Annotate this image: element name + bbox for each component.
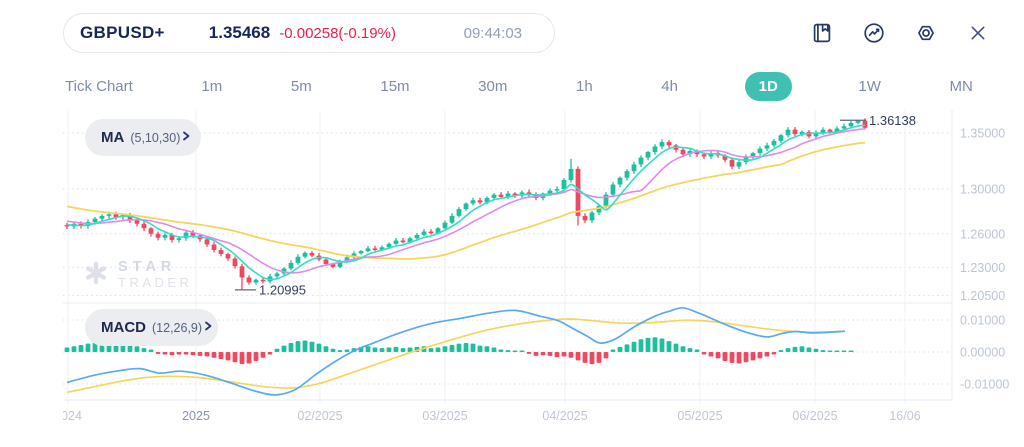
svg-text:16/06: 16/06 <box>889 409 920 423</box>
svg-text:1.23000: 1.23000 <box>960 261 1005 275</box>
tab-tick-chart[interactable]: Tick Chart <box>65 77 133 95</box>
tab-1d[interactable]: 1D <box>744 71 792 101</box>
svg-text:1.26000: 1.26000 <box>960 227 1005 241</box>
bookmark-save-icon <box>810 21 834 45</box>
svg-text:0.01000: 0.01000 <box>960 314 1005 328</box>
gear-icon <box>914 21 938 45</box>
svg-text:0.00000: 0.00000 <box>960 346 1005 360</box>
svg-text:1.35000: 1.35000 <box>960 127 1005 141</box>
svg-text:-0.01000: -0.01000 <box>960 378 1009 392</box>
watermark: STAR TRADER <box>83 259 193 291</box>
trend-circle-icon <box>862 21 886 45</box>
quote-time: 09:44:03 <box>463 24 522 42</box>
svg-text:2025: 2025 <box>182 409 210 423</box>
tab-mn[interactable]: MN <box>949 77 973 95</box>
svg-text:06/2025: 06/2025 <box>792 409 837 423</box>
ma-lines <box>66 124 866 281</box>
svg-text:05/2025: 05/2025 <box>677 409 722 423</box>
tab-15m[interactable]: 15m <box>380 77 410 95</box>
ma-indicator-button[interactable]: MA (5,10,30) <box>85 119 201 156</box>
close-icon <box>966 21 990 45</box>
header-toolbar <box>810 21 990 45</box>
candles <box>64 118 868 290</box>
price-change: -0.00258(-0.19%) <box>279 24 396 42</box>
macd-lines <box>66 306 846 396</box>
indicators-button[interactable] <box>862 21 886 45</box>
macd-params: (12,26,9) <box>152 320 203 335</box>
time-axis-labels: 2024 2025 02/2025 03/2025 04/2025 05/2025 06/2… <box>54 409 921 423</box>
svg-text:03/2025: 03/2025 <box>422 409 467 423</box>
svg-text:1.20995: 1.20995 <box>259 282 306 297</box>
save-template-button[interactable] <box>810 21 834 45</box>
close-button[interactable] <box>966 21 990 45</box>
timeframe-tabs: Tick Chart 1m 5m 15m 30m 1h 4h 1D 1W MN <box>63 70 975 102</box>
tab-30m[interactable]: 30m <box>478 77 508 95</box>
tab-5m[interactable]: 5m <box>290 77 312 95</box>
current-price: 1.35468 <box>208 23 271 42</box>
chevron-right-icon <box>202 320 214 335</box>
chevron-right-icon <box>180 130 192 145</box>
tab-4h[interactable]: 4h <box>661 77 678 95</box>
svg-text:1.36138: 1.36138 <box>869 113 916 128</box>
price-markers: 1.36138 1.20995 <box>235 113 916 297</box>
svg-text:1.30000: 1.30000 <box>960 183 1005 197</box>
svg-text:02/2025: 02/2025 <box>297 409 342 423</box>
watermark-line1: STAR <box>118 259 177 276</box>
grid <box>63 110 953 404</box>
ma-label: MA <box>101 129 125 146</box>
svg-text:1.20500: 1.20500 <box>960 289 1005 303</box>
macd-histogram <box>64 337 854 365</box>
ma-params: (5,10,30) <box>130 130 181 145</box>
svg-text:04/2025: 04/2025 <box>542 409 587 423</box>
macd-label: MACD <box>101 319 146 336</box>
tab-1w[interactable]: 1W <box>858 77 881 95</box>
svg-text:2024: 2024 <box>54 409 82 423</box>
settings-button[interactable] <box>914 21 938 45</box>
watermark-line2: TRADER <box>118 275 193 291</box>
tab-1h[interactable]: 1h <box>575 77 593 95</box>
symbol-name: GBPUSD+ <box>80 23 165 42</box>
tab-1m[interactable]: 1m <box>201 77 223 95</box>
price-axis-labels: 1.35000 1.30000 1.26000 1.23000 1.20500 0.010… <box>960 127 1009 392</box>
symbol-header[interactable]: GBPUSD+ 1.35468 -0.00258(-0.19%) 09:44:0… <box>63 13 555 53</box>
macd-indicator-button[interactable]: MACD (12,26,9) <box>85 309 218 346</box>
